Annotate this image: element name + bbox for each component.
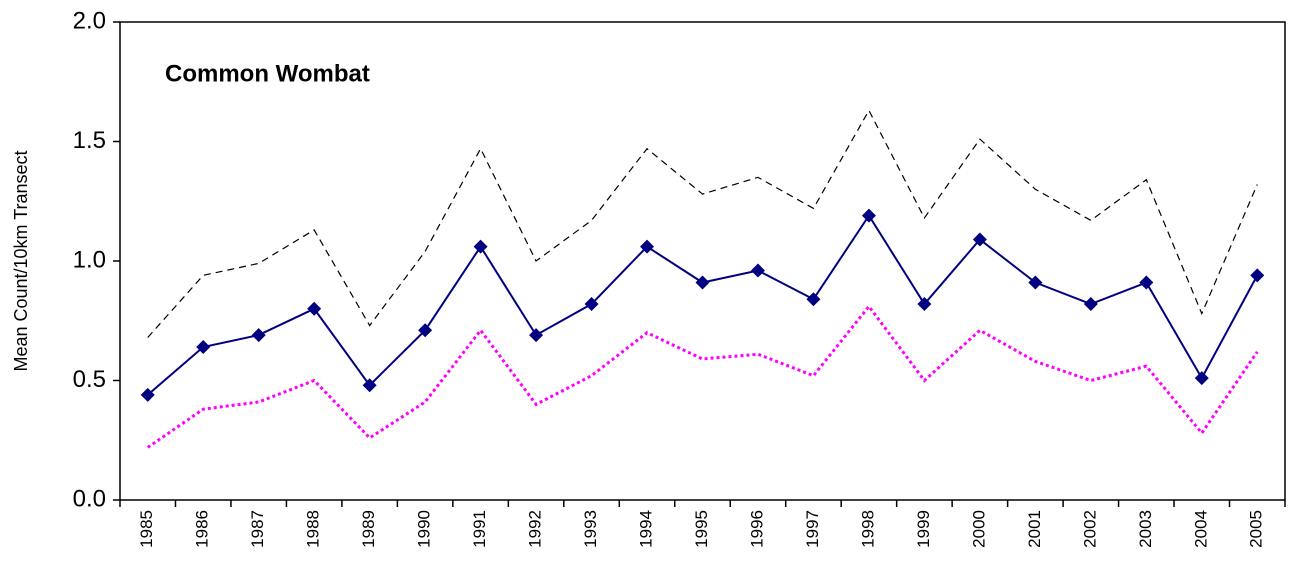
data-point <box>861 208 876 223</box>
x-tick-label: 2002 <box>1080 510 1099 548</box>
x-tick-label: 2000 <box>969 510 988 548</box>
data-point <box>584 297 599 312</box>
x-tick-label: 1993 <box>581 510 600 548</box>
chart-title: Common Wombat <box>165 60 370 87</box>
data-point <box>917 297 932 312</box>
y-axis-label: Mean Count/10km Transect <box>11 150 31 371</box>
x-tick-label: 2001 <box>1025 510 1044 548</box>
x-tick-label: 1997 <box>803 510 822 548</box>
data-point <box>251 328 266 343</box>
y-tick-label: 1.5 <box>73 127 106 154</box>
data-point <box>196 340 211 355</box>
data-point <box>1139 275 1154 290</box>
data-point <box>1194 371 1209 386</box>
plot-frame <box>119 21 1286 501</box>
x-tick-label: 1999 <box>914 510 933 548</box>
data-point <box>140 387 155 402</box>
data-point <box>529 328 544 343</box>
data-point <box>640 239 655 254</box>
data-point <box>695 275 710 290</box>
x-tick-label: 2003 <box>1136 510 1155 548</box>
x-tick-label: 1989 <box>359 510 378 548</box>
x-tick-label: 2005 <box>1247 510 1266 548</box>
data-point <box>362 378 377 393</box>
y-tick-label: 0.5 <box>73 366 106 393</box>
y-tick-label: 0.0 <box>73 485 106 512</box>
x-tick-label: 1995 <box>692 510 711 548</box>
y-tick-label: 1.0 <box>73 246 106 273</box>
data-point <box>473 239 488 254</box>
x-tick-label: 2004 <box>1191 510 1210 548</box>
data-point <box>750 263 765 278</box>
x-tick-label: 1990 <box>415 510 434 548</box>
x-tick-label: 1996 <box>747 510 766 548</box>
data-point <box>972 232 987 247</box>
x-tick-label: 1998 <box>858 510 877 548</box>
x-tick-label: 1988 <box>304 510 323 548</box>
x-tick-label: 1986 <box>193 510 212 548</box>
data-point <box>1083 297 1098 312</box>
series-line <box>147 109 1258 338</box>
data-point <box>806 292 821 307</box>
series-line <box>146 303 1259 449</box>
x-tick-label: 1987 <box>248 510 267 548</box>
y-tick-label: 2.0 <box>73 7 106 34</box>
x-tick-label: 1985 <box>137 510 156 548</box>
x-tick-label: 1994 <box>637 510 656 548</box>
data-point <box>418 323 433 338</box>
data-point <box>1028 275 1043 290</box>
x-tick-label: 1992 <box>526 510 545 548</box>
data-point <box>1250 268 1265 283</box>
data-point <box>307 301 322 316</box>
x-tick-label: 1991 <box>470 510 489 548</box>
